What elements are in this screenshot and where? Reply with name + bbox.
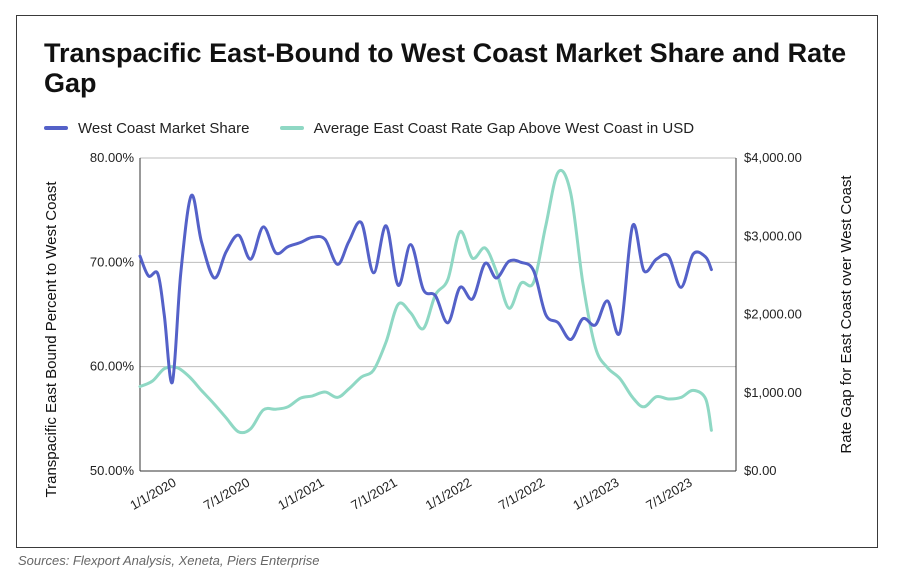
x-tick-label: 7/1/2020 [201,475,252,513]
x-tick-label: 1/1/2021 [275,475,326,513]
x-tick-label: 1/1/2023 [570,475,621,513]
y-left-tick-label: 80.00% [90,150,135,165]
y-right-tick-label: $1,000.00 [744,385,802,400]
x-tick-label: 7/1/2023 [643,475,694,513]
y-left-tick-label: 70.00% [90,254,135,269]
chart-title: Transpacific East-Bound to West Coast Ma… [44,38,847,98]
y-left-tick-label: 60.00% [90,359,135,374]
y-right-tick-label: $0.00 [744,463,777,478]
chart-legend: West Coast Market Share Average East Coa… [44,117,720,137]
y-left-axis-title: Transpacific East Bound Percent to West … [43,181,60,498]
legend-label-west-coast-share: West Coast Market Share [78,119,250,137]
y-right-tick-label: $4,000.00 [744,150,802,165]
legend-swatch-rate-gap [279,126,304,130]
y-right-tick-label: $2,000.00 [744,307,802,322]
legend-label-rate-gap: Average East Coast Rate Gap Above West C… [313,119,695,137]
y-right-axis-title: Rate Gap for East Coast over West Coast [838,175,855,454]
x-tick-label: 7/1/2022 [496,475,547,513]
source-note: Sources: Flexport Analysis, Xeneta, Pier… [18,553,320,568]
y-right-tick-label: $3,000.00 [744,228,802,243]
legend-item-rate-gap: Average East Coast Rate Gap Above West C… [279,119,695,137]
legend-swatch-west-coast-share [44,126,68,130]
series-line-rate-gap [138,168,713,435]
series-line-west-coast-share [138,193,713,385]
legend-item-west-coast-share: West Coast Market Share [44,120,249,137]
y-left-tick-label: 50.00% [90,463,135,478]
x-tick-label: 1/1/2020 [127,475,178,513]
x-tick-label: 1/1/2022 [423,475,474,513]
x-tick-label: 7/1/2021 [348,475,399,513]
